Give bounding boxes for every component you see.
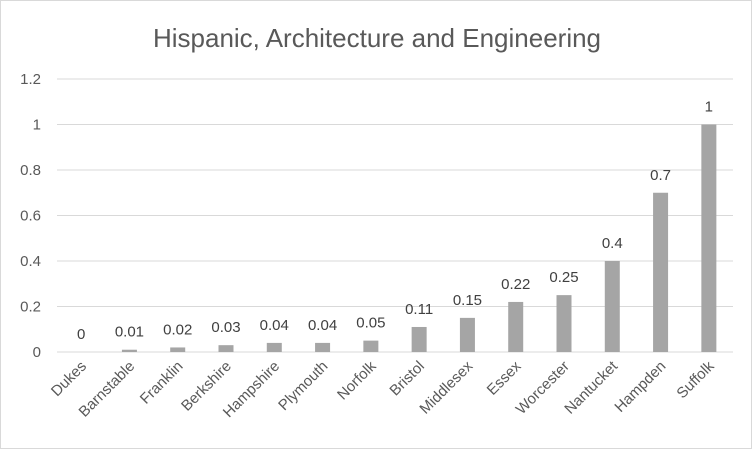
data-label: 0.15 (453, 292, 482, 309)
chart-title: Hispanic, Architecture and Engineering (153, 23, 601, 53)
category-label: Norfolk (334, 357, 380, 403)
data-label: 0.03 (211, 319, 240, 336)
bars (121, 124, 717, 352)
bar (411, 326, 427, 352)
y-tick-label: 0.2 (20, 299, 41, 316)
bar (459, 317, 475, 352)
y-tick-label: 0.6 (20, 208, 41, 225)
data-labels: 0 0.01 0.02 0.03 0.04 0.04 0.05 0.11 0.15 0.22 0.2… (77, 99, 713, 344)
y-tick-label: 1 (33, 117, 41, 134)
bar (315, 342, 331, 352)
data-label: 0.04 (308, 317, 337, 334)
category-label: Middlesex (416, 357, 476, 417)
data-label: 0.7 (650, 167, 671, 184)
gridlines (57, 78, 733, 353)
bar (653, 192, 669, 352)
category-label: Dukes (48, 358, 90, 400)
category-label: Essex (484, 357, 525, 398)
bar (508, 301, 524, 352)
data-label: 0.05 (356, 315, 385, 332)
data-label: 0.04 (260, 317, 289, 334)
y-tick-label: 0.4 (20, 253, 41, 270)
data-label: 0.11 (405, 301, 433, 318)
bar (218, 345, 234, 352)
bar (170, 347, 186, 352)
y-tick-label: 0.8 (20, 162, 41, 179)
y-tick-label: 1.2 (20, 71, 41, 88)
category-label: Plymouth (275, 358, 331, 414)
data-label: 0.01 (115, 324, 144, 341)
bar (604, 261, 620, 352)
y-axis-ticks: 0 0.2 0.4 0.6 0.8 1 1.2 (20, 71, 41, 361)
category-labels: DukesBarnstableFranklinBerkshireHampshir… (48, 357, 718, 421)
category-label: Nantucket (561, 357, 621, 417)
y-tick-label: 0 (33, 344, 41, 361)
data-label: 0.4 (602, 235, 623, 252)
data-label: 0 (77, 326, 85, 343)
category-label: Bristol (386, 358, 427, 399)
category-label: Suffolk (673, 357, 718, 402)
data-label: 0.02 (163, 321, 192, 338)
category-label: Hampden (611, 358, 669, 416)
bar (701, 124, 717, 352)
data-label: 0.22 (501, 276, 530, 293)
category-label: Franklin (137, 358, 187, 408)
bar (121, 349, 137, 352)
bar (556, 295, 572, 352)
data-label: 1 (705, 99, 713, 116)
bar (363, 340, 379, 352)
data-label: 0.25 (549, 269, 578, 286)
bar (266, 342, 282, 352)
